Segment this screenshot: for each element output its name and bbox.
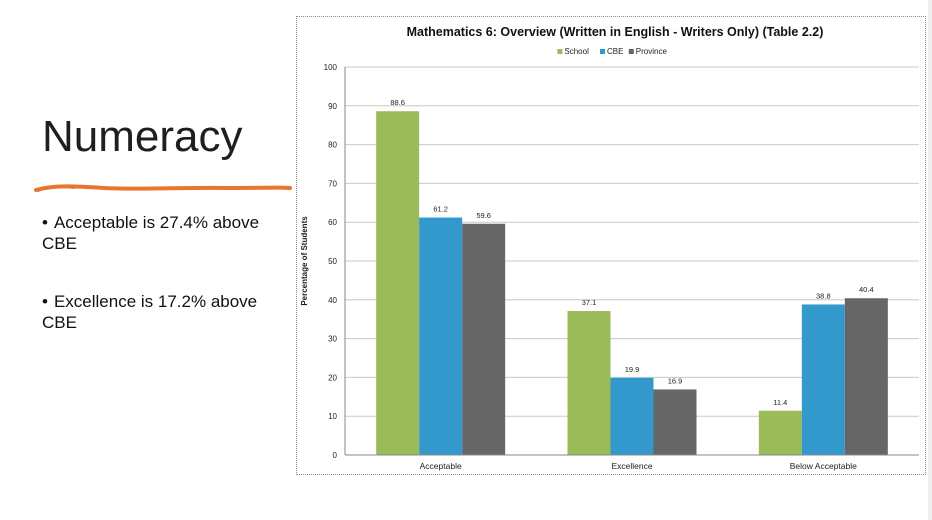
y-tick-label: 50 [328, 257, 337, 266]
legend-label: School [564, 47, 589, 56]
x-tick-label: Excellence [611, 461, 652, 471]
title-underline-stroke [34, 184, 292, 192]
bar-chart: Mathematics 6: Overview (Written in Engl… [300, 25, 919, 471]
slide-edge-bar [928, 0, 932, 520]
data-label: 40.4 [859, 285, 874, 294]
y-tick-label: 20 [328, 373, 337, 382]
data-label: 88.6 [390, 98, 405, 107]
bar-cbe-excellence [610, 377, 654, 455]
slide-title: Numeracy [42, 112, 243, 161]
y-tick-label: 100 [324, 63, 338, 72]
y-tick-label: 10 [328, 412, 337, 421]
bar-cbe-acceptable [419, 217, 463, 455]
data-label: 16.9 [668, 376, 683, 385]
legend-swatch [557, 49, 563, 54]
bullet-text: Acceptable is 27.4% above CBE [42, 213, 260, 253]
data-label: 59.6 [476, 211, 491, 220]
legend-swatch [600, 49, 605, 54]
chart-title: Mathematics 6: Overview (Written in Engl… [407, 25, 824, 39]
bar-school-below-acceptable [758, 410, 802, 455]
bullet-list: • Acceptable is 27.4% above CBE • Excellen… [42, 212, 282, 370]
bar-school-excellence [567, 311, 611, 455]
x-tick-label: Acceptable [420, 461, 462, 471]
y-tick-label: 80 [328, 141, 337, 150]
y-tick-label: 40 [328, 296, 337, 305]
bar-school-acceptable [376, 111, 420, 456]
legend-swatch [628, 49, 634, 54]
y-tick-label: 30 [328, 335, 337, 344]
data-label: 37.1 [582, 298, 597, 307]
bullet-symbol: • [42, 213, 48, 232]
y-tick-label: 70 [328, 179, 337, 188]
data-label: 38.8 [816, 291, 831, 300]
legend-item-school: School [557, 47, 589, 56]
bar-province-excellence [653, 389, 697, 455]
legend-item-province: Province [628, 47, 668, 56]
legend-item-cbe: CBE [600, 47, 623, 56]
data-label: 11.4 [773, 398, 787, 407]
chart-data-labels: 88.6 61.2 59.6 37.1 19.9 16.9 11.4 38.8 40.4 [390, 98, 873, 407]
x-axis-ticks: Acceptable Excellence Below Acceptable [420, 461, 858, 471]
y-tick-label: 90 [328, 102, 337, 111]
chart-legend: School CBE Province [557, 47, 667, 56]
data-label: 61.2 [433, 205, 448, 214]
y-tick-label: 0 [333, 451, 338, 460]
bullet-item-excellence: • Excellence is 17.2% above CBE [42, 291, 282, 333]
chart-frame: Mathematics 6: Overview (Written in Engl… [296, 16, 926, 475]
bullet-item-acceptable: • Acceptable is 27.4% above CBE [42, 212, 282, 254]
x-tick-label: Below Acceptable [790, 461, 857, 471]
legend-label: Province [636, 47, 668, 56]
y-axis-label: Percentage of Students [300, 216, 309, 306]
bullet-symbol: • [42, 292, 48, 311]
chart-bars [376, 111, 888, 456]
legend-label: CBE [607, 47, 623, 56]
bar-cbe-below-acceptable [801, 304, 845, 455]
y-axis-ticks: 0 10 20 30 40 50 60 70 80 90 100 [324, 63, 338, 460]
bar-province-acceptable [462, 223, 506, 455]
bar-province-below-acceptable [844, 298, 888, 455]
bullet-text: Excellence is 17.2% above CBE [42, 292, 258, 332]
data-label: 19.9 [625, 365, 640, 374]
y-tick-label: 60 [328, 218, 337, 227]
